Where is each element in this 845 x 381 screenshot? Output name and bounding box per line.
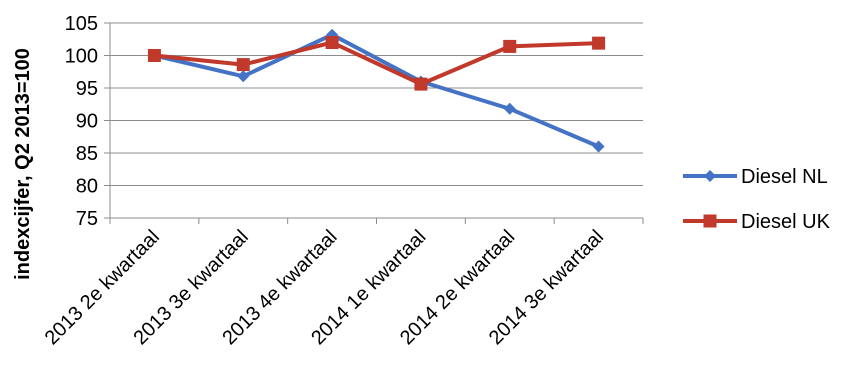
- axes: [104, 22, 644, 224]
- data-point-series-2: [592, 36, 606, 50]
- data-point-series-2: [414, 77, 428, 91]
- y-tick-label: 75: [76, 208, 98, 230]
- y-tick-label: 90: [76, 111, 98, 133]
- data-point-series-1: [503, 102, 516, 115]
- y-tick-label: 80: [76, 176, 98, 198]
- series: [147, 28, 606, 153]
- y-tick-label: 85: [76, 143, 98, 165]
- data-point-series-1: [237, 70, 250, 83]
- y-tick-labels: 75 80 85 90 95 100 105: [65, 13, 98, 230]
- y-axis-label: indexcijfer, Q2 2013=100: [12, 48, 34, 280]
- data-point-series-2: [236, 58, 250, 72]
- legend-label: Diesel UK: [741, 211, 831, 233]
- series-line-1: [152, 32, 601, 149]
- data-point-series-2: [503, 39, 517, 53]
- data-point-series-1: [592, 140, 605, 153]
- series-line-2: [152, 40, 601, 87]
- gridlines: [110, 22, 643, 186]
- legend-swatch-marker: [703, 214, 717, 228]
- legend: Diesel NL Diesel UK: [683, 166, 831, 233]
- data-point-series-2: [147, 49, 161, 62]
- legend-swatch-marker: [704, 170, 716, 182]
- y-tick-label: 105: [65, 13, 98, 35]
- data-point-series-2: [325, 36, 339, 49]
- y-tick-label: 95: [76, 78, 98, 100]
- legend-label: Diesel NL: [741, 166, 828, 188]
- y-tick-label: 100: [65, 46, 98, 68]
